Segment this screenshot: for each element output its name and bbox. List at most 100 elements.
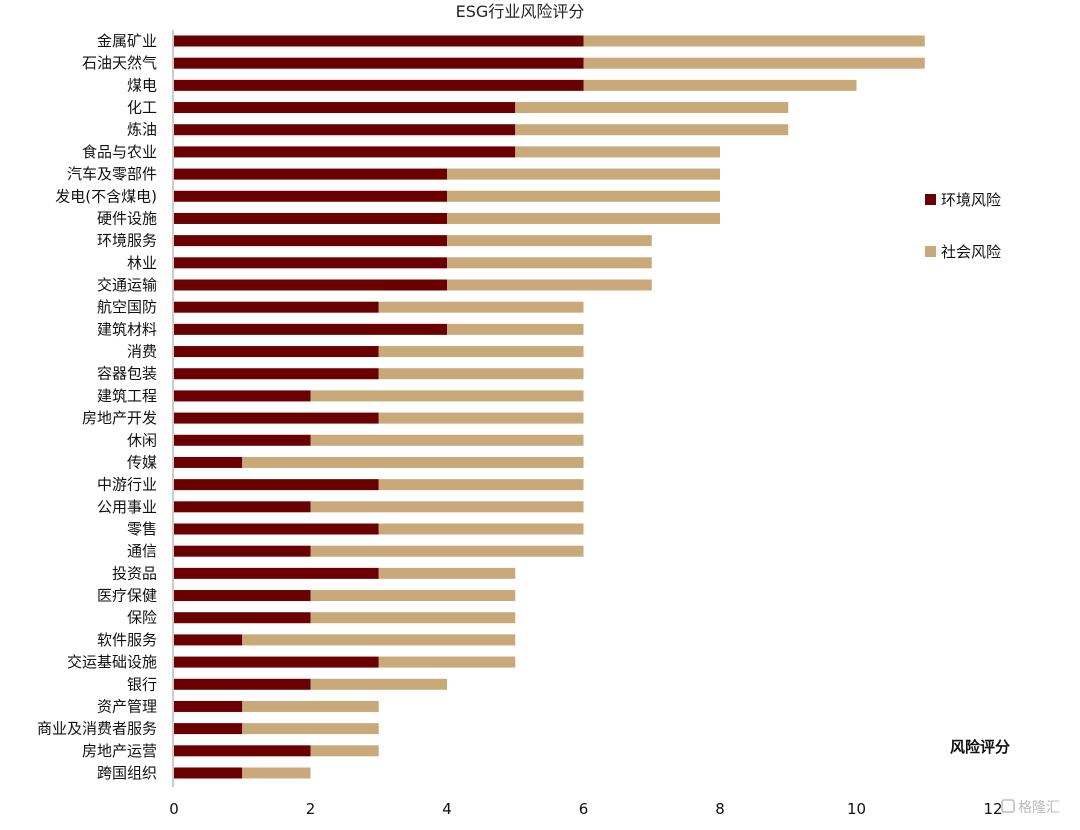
category-label: 交通运输 xyxy=(97,276,157,294)
legend-swatch-env xyxy=(925,194,936,205)
bar-env-0 xyxy=(174,35,584,47)
bar-env-5 xyxy=(174,146,516,158)
category-label: 消费 xyxy=(127,343,157,361)
category-label: 食品与农业 xyxy=(82,143,157,161)
legend-swatch-social xyxy=(925,246,936,257)
bar-social-1 xyxy=(583,57,925,69)
x-tick-label: 0 xyxy=(169,800,179,818)
category-label: 建筑材料 xyxy=(97,320,157,338)
bar-social-10 xyxy=(447,257,652,269)
bar-social-23 xyxy=(310,545,584,557)
bar-env-30 xyxy=(174,700,243,712)
bar-env-7 xyxy=(174,190,447,202)
bar-social-3 xyxy=(515,102,789,114)
bar-env-16 xyxy=(174,390,311,402)
category-label: 石油天然气 xyxy=(82,54,157,72)
category-label: 公用事业 xyxy=(97,498,157,516)
bar-env-22 xyxy=(174,523,379,535)
bar-social-8 xyxy=(447,212,720,224)
legend-label-env: 环境风险 xyxy=(941,191,1001,209)
category-label: 交运基础设施 xyxy=(67,653,157,671)
bar-social-20 xyxy=(378,479,584,491)
bar-social-19 xyxy=(242,456,584,468)
bar-env-19 xyxy=(174,456,243,468)
bar-social-12 xyxy=(378,301,584,313)
bar-env-1 xyxy=(174,57,584,69)
bar-env-24 xyxy=(174,567,379,579)
bar-social-27 xyxy=(242,634,516,646)
x-tick-label: 4 xyxy=(442,800,452,818)
x-axis-title: 风险评分 xyxy=(950,738,1010,756)
bar-env-6 xyxy=(174,168,447,180)
bar-social-2 xyxy=(583,79,857,91)
category-label: 化工 xyxy=(127,99,157,117)
bar-social-6 xyxy=(447,168,720,180)
bar-social-17 xyxy=(378,412,584,424)
bar-social-22 xyxy=(378,523,584,535)
bar-social-5 xyxy=(515,146,720,158)
bar-env-15 xyxy=(174,368,379,380)
bar-social-28 xyxy=(378,656,516,668)
bar-social-30 xyxy=(242,700,379,712)
bar-env-23 xyxy=(174,545,311,557)
category-label: 投资品 xyxy=(112,564,157,582)
bar-social-9 xyxy=(447,235,652,247)
bar-social-29 xyxy=(310,678,447,690)
bar-env-28 xyxy=(174,656,379,668)
bar-env-25 xyxy=(174,590,311,602)
category-label: 房地产运营 xyxy=(82,742,157,760)
bar-env-18 xyxy=(174,434,311,446)
category-label: 医疗保健 xyxy=(97,587,157,605)
category-label: 资产管理 xyxy=(97,697,157,715)
bar-env-9 xyxy=(174,235,447,247)
bar-social-26 xyxy=(310,612,516,624)
category-label: 传媒 xyxy=(127,453,157,471)
category-label: 零售 xyxy=(127,520,157,538)
bar-env-17 xyxy=(174,412,379,424)
category-label: 商业及消费者服务 xyxy=(37,720,157,738)
category-label: 容器包装 xyxy=(97,365,157,383)
bar-env-12 xyxy=(174,301,379,313)
category-label: 保险 xyxy=(127,609,157,627)
legend: 环境风险 社会风险 xyxy=(925,191,1001,261)
category-label: 软件服务 xyxy=(97,631,157,649)
bar-social-25 xyxy=(310,590,516,602)
category-label: 硬件设施 xyxy=(97,209,157,227)
bar-env-14 xyxy=(174,346,379,358)
bar-social-4 xyxy=(515,124,789,136)
bar-env-11 xyxy=(174,279,447,291)
bar-env-26 xyxy=(174,612,311,624)
category-label: 金属矿业 xyxy=(97,32,157,50)
category-label: 中游行业 xyxy=(97,476,157,494)
bar-social-33 xyxy=(242,767,311,779)
category-label: 跨国组织 xyxy=(97,764,157,782)
bar-env-4 xyxy=(174,124,516,136)
category-label: 建筑工程 xyxy=(97,387,157,405)
category-label: 煤电 xyxy=(127,76,157,94)
bar-social-14 xyxy=(378,346,584,358)
bar-social-16 xyxy=(310,390,584,402)
category-label: 环境服务 xyxy=(97,232,157,250)
chart-title: ESG行业风险评分 xyxy=(456,2,585,21)
bar-env-29 xyxy=(174,678,311,690)
category-label: 航空国防 xyxy=(97,298,157,316)
watermark-text: 格隆汇 xyxy=(1018,800,1060,816)
bar-social-11 xyxy=(447,279,652,291)
category-label: 发电(不含煤电) xyxy=(55,187,157,205)
bar-env-20 xyxy=(174,479,379,491)
glh-logo-icon xyxy=(1001,799,1015,813)
bar-social-0 xyxy=(583,35,925,47)
bars-group xyxy=(174,35,925,779)
bar-social-15 xyxy=(378,368,584,380)
x-tick-label: 8 xyxy=(715,800,725,818)
x-tick-label: 2 xyxy=(306,800,316,818)
bar-env-32 xyxy=(174,745,311,757)
category-label: 林业 xyxy=(127,254,157,272)
category-label: 银行 xyxy=(127,675,157,693)
bar-env-13 xyxy=(174,323,447,335)
bar-social-13 xyxy=(447,323,584,335)
category-label: 休闲 xyxy=(127,431,157,449)
legend-label-social: 社会风险 xyxy=(941,243,1001,261)
bar-env-21 xyxy=(174,501,311,513)
